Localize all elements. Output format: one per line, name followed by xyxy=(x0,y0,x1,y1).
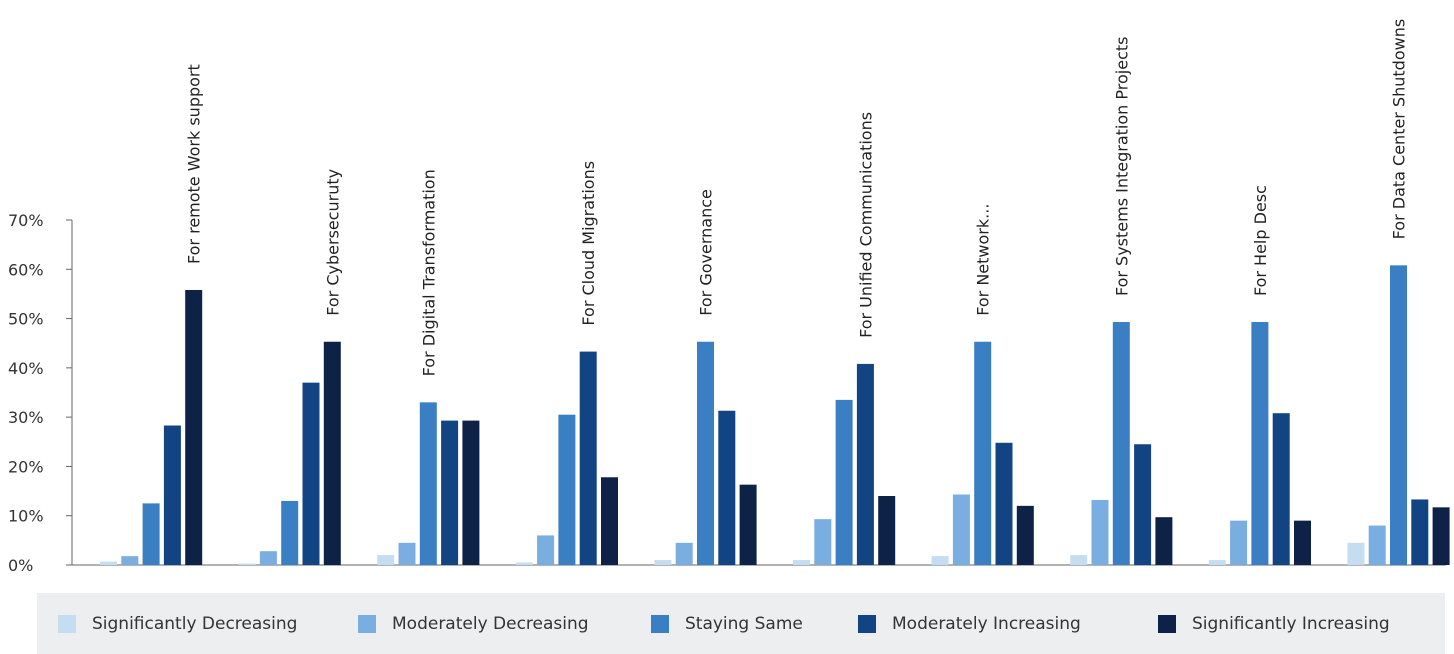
y-axis: 0% 10% 20% 30% 40% 50% 60% 70% xyxy=(8,211,1446,575)
bar xyxy=(302,382,320,565)
bar xyxy=(1016,505,1034,565)
legend-label: Staying Same xyxy=(685,613,803,634)
y-tick-label: 70% xyxy=(8,211,44,230)
bar xyxy=(1347,542,1365,565)
bar xyxy=(601,477,618,565)
category-label: For Cloud Migrations xyxy=(579,161,598,326)
bar xyxy=(793,560,810,565)
bar xyxy=(121,556,139,565)
legend-label: Significantly Decreasing xyxy=(92,613,298,634)
bar xyxy=(537,535,555,565)
bars xyxy=(100,265,1450,565)
category-label: For Unified Communications xyxy=(856,112,875,338)
legend: Significantly Decreasing Moderately Decre… xyxy=(37,593,1445,654)
legend-swatch xyxy=(358,614,376,633)
category-label: For Governance xyxy=(697,189,716,316)
category-labels: For remote Work support For Cybersecuruty… xyxy=(185,19,1409,377)
y-tick-label: 30% xyxy=(8,408,44,427)
y-tick-label: 10% xyxy=(8,507,44,526)
bar xyxy=(739,484,757,565)
legend-swatch xyxy=(58,614,76,633)
legend-swatch xyxy=(1158,614,1176,633)
bar xyxy=(558,414,576,565)
legend-swatch xyxy=(858,614,876,633)
bar xyxy=(878,496,896,565)
category-label: For Systems Integration Projects xyxy=(1112,37,1131,297)
bar xyxy=(1070,555,1088,565)
category-label: For Data Center Shutdowns xyxy=(1390,19,1409,240)
bar xyxy=(377,555,395,565)
bar xyxy=(675,542,693,565)
y-tick-label: 0% xyxy=(8,556,33,575)
bar xyxy=(1208,560,1226,565)
category-label: For Digital Transformation xyxy=(419,169,438,376)
bar xyxy=(856,363,874,565)
bar xyxy=(259,551,277,565)
bar xyxy=(579,351,597,565)
legend-label: Moderately Increasing xyxy=(892,613,1081,634)
bar xyxy=(1230,520,1248,565)
bar-chart: 0% 10% 20% 30% 40% 50% 60% 70% For remote Work … xyxy=(8,19,1450,575)
bar xyxy=(1155,517,1173,565)
bar xyxy=(974,341,992,565)
bar xyxy=(697,341,714,565)
legend-item: Significantly Increasing xyxy=(1158,593,1390,654)
bar xyxy=(1272,413,1290,565)
bar xyxy=(1091,499,1109,565)
bar xyxy=(931,556,949,565)
category-label: For Help Desc xyxy=(1251,185,1270,296)
bar xyxy=(995,442,1013,565)
bar xyxy=(462,420,480,565)
bar xyxy=(515,562,533,565)
bar xyxy=(323,341,341,565)
legend-label: Significantly Increasing xyxy=(1192,613,1390,634)
legend-label: Moderately Decreasing xyxy=(392,613,589,634)
bar xyxy=(163,425,181,565)
bar xyxy=(441,420,459,565)
bar xyxy=(100,561,117,565)
y-tick-label: 40% xyxy=(8,359,44,378)
y-tick-label: 50% xyxy=(8,310,44,329)
bar xyxy=(952,494,970,565)
bar xyxy=(185,289,203,565)
bar xyxy=(1411,499,1429,565)
legend-item: Staying Same xyxy=(651,593,803,654)
legend-item: Moderately Decreasing xyxy=(358,593,589,654)
y-tick-label: 60% xyxy=(8,260,44,279)
category-label: For Cybersecuruty xyxy=(323,169,342,316)
bar xyxy=(142,503,160,565)
bar xyxy=(1368,525,1386,565)
bar xyxy=(1251,322,1269,565)
bar xyxy=(718,410,736,565)
legend-swatch xyxy=(651,614,669,633)
bar xyxy=(654,560,672,565)
bar xyxy=(1390,265,1407,565)
bar xyxy=(398,542,416,565)
bar xyxy=(835,399,853,565)
bar xyxy=(1112,322,1130,565)
bar xyxy=(1432,507,1450,565)
category-label: For Network... xyxy=(974,204,993,316)
bar xyxy=(419,402,437,565)
legend-item: Significantly Decreasing xyxy=(58,593,297,654)
bar xyxy=(1294,520,1311,565)
bar xyxy=(814,519,832,565)
bar xyxy=(1134,444,1152,565)
bar xyxy=(238,563,256,565)
y-tick-label: 20% xyxy=(8,457,44,476)
category-label: For remote Work support xyxy=(185,64,204,264)
bar xyxy=(281,500,299,565)
legend-item: Moderately Increasing xyxy=(858,593,1081,654)
